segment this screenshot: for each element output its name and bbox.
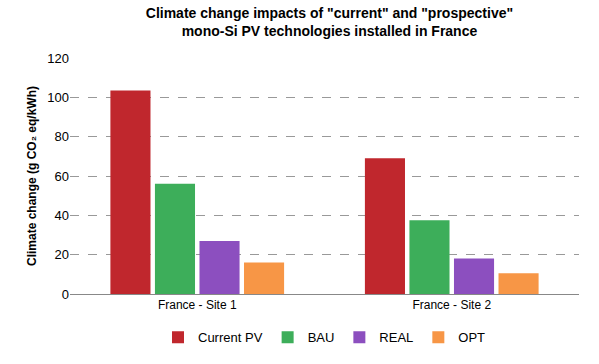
svg-text:REAL: REAL <box>379 330 413 345</box>
svg-text:BAU: BAU <box>308 330 335 345</box>
svg-text:France - Site 2: France - Site 2 <box>412 298 491 312</box>
svg-text:Climate change (g CO₂ eq/kWh): Climate change (g CO₂ eq/kWh) <box>25 86 39 266</box>
svg-text:20: 20 <box>55 247 69 262</box>
svg-text:Current PV: Current PV <box>198 330 263 345</box>
svg-text:France - Site 1: France - Site 1 <box>158 298 237 312</box>
svg-text:100: 100 <box>47 90 69 105</box>
svg-text:40: 40 <box>55 208 69 223</box>
svg-text:60: 60 <box>55 169 69 184</box>
svg-text:OPT: OPT <box>458 330 485 345</box>
svg-text:Climate change impacts of "cur: Climate change impacts of "current" and … <box>146 5 513 39</box>
svg-text:0: 0 <box>62 287 69 302</box>
svg-text:80: 80 <box>55 129 69 144</box>
svg-text:120: 120 <box>47 51 69 66</box>
